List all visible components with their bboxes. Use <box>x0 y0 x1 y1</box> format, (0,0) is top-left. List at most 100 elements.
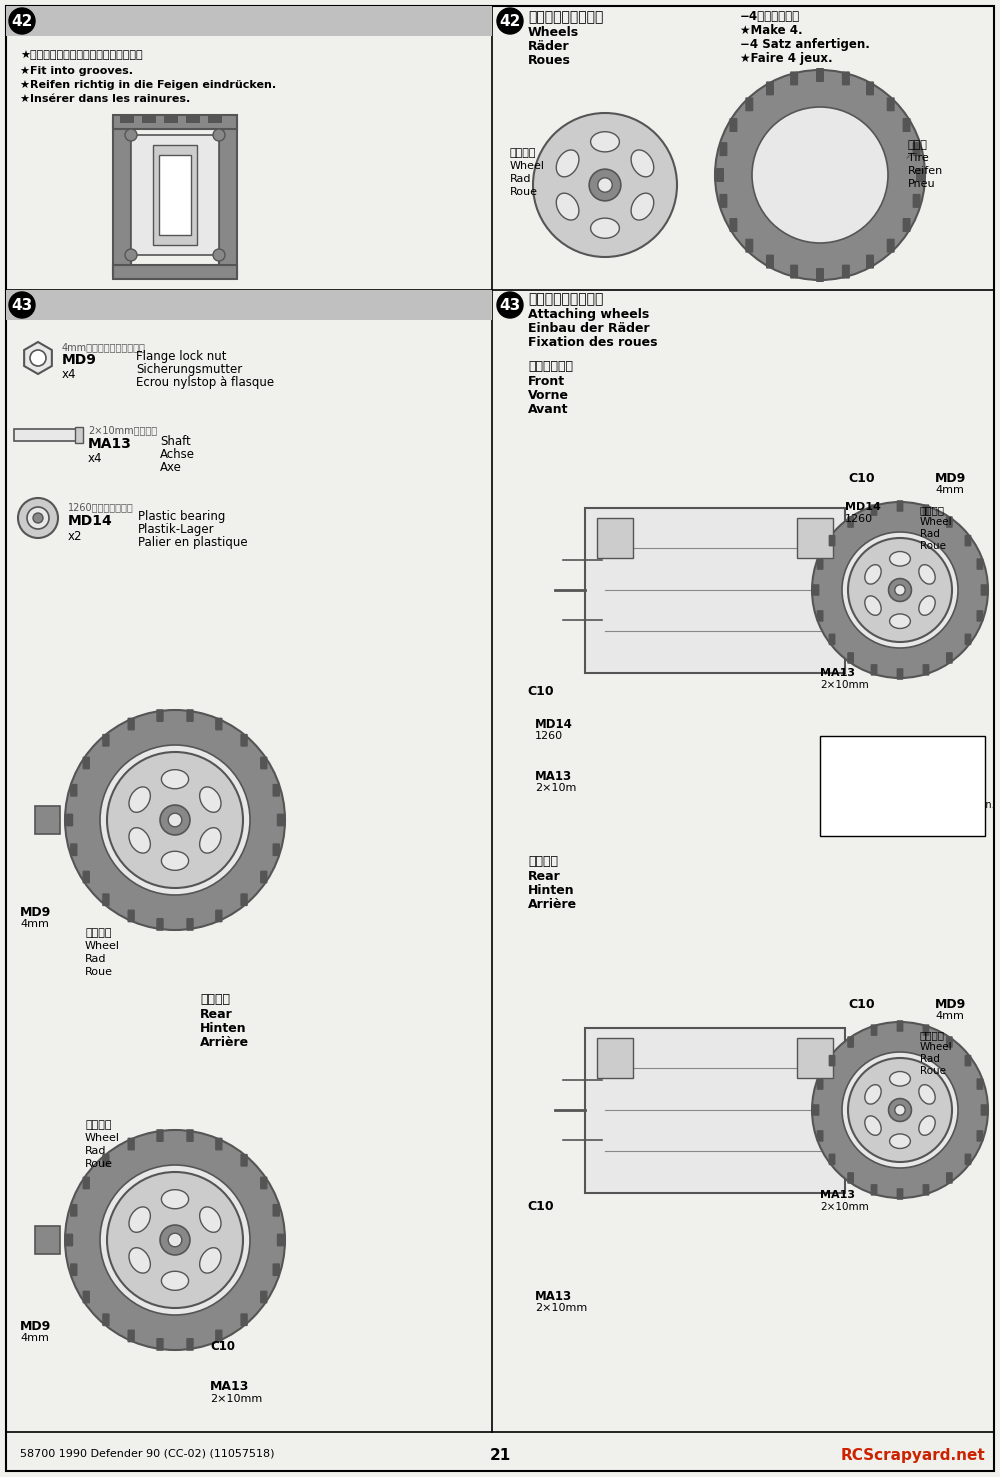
Text: 4mm: 4mm <box>20 919 49 929</box>
Text: 《リヤ》: 《リヤ》 <box>200 993 230 1006</box>
Text: ホイールの組み立て: ホイールの組み立て <box>528 10 603 24</box>
Text: Reifen: Reifen <box>908 165 943 176</box>
Text: ★Serrer jusqu'à la bague en nylon.: ★Serrer jusqu'à la bague en nylon. <box>824 801 995 811</box>
Text: MD9: MD9 <box>62 353 97 366</box>
Bar <box>120 115 134 123</box>
FancyBboxPatch shape <box>102 894 110 905</box>
Bar <box>35 806 60 835</box>
Bar <box>113 115 237 128</box>
Text: 1260プラベアリング: 1260プラベアリング <box>68 502 134 513</box>
Text: MA13: MA13 <box>210 1380 249 1393</box>
FancyBboxPatch shape <box>871 665 877 675</box>
FancyBboxPatch shape <box>847 653 854 663</box>
Ellipse shape <box>161 1272 189 1291</box>
FancyBboxPatch shape <box>903 118 911 131</box>
Bar <box>153 145 197 245</box>
FancyBboxPatch shape <box>70 1263 77 1276</box>
Text: MD9: MD9 <box>20 905 51 919</box>
Text: Roues: Roues <box>528 55 571 66</box>
Text: 2×10mm: 2×10mm <box>210 1394 262 1405</box>
Text: ★Make 4.: ★Make 4. <box>740 24 803 37</box>
Text: RCScrapyard.net: RCScrapyard.net <box>840 1447 985 1464</box>
FancyBboxPatch shape <box>897 1188 903 1199</box>
Bar <box>6 289 492 321</box>
Text: Wheels: Wheels <box>528 27 579 38</box>
FancyBboxPatch shape <box>871 1025 877 1035</box>
Circle shape <box>107 752 243 888</box>
Ellipse shape <box>591 219 619 238</box>
Circle shape <box>100 744 250 895</box>
FancyBboxPatch shape <box>719 193 727 208</box>
FancyBboxPatch shape <box>871 1185 877 1196</box>
Text: Hinten: Hinten <box>528 885 575 897</box>
Text: Axe: Axe <box>160 461 182 474</box>
FancyBboxPatch shape <box>813 585 819 595</box>
FancyBboxPatch shape <box>186 1338 194 1351</box>
Text: 《フロント》: 《フロント》 <box>528 360 573 374</box>
Ellipse shape <box>556 193 579 220</box>
Ellipse shape <box>161 851 189 870</box>
Circle shape <box>33 513 43 523</box>
Text: C10: C10 <box>848 473 875 484</box>
FancyBboxPatch shape <box>965 1055 971 1066</box>
Ellipse shape <box>161 770 189 789</box>
FancyBboxPatch shape <box>127 1329 135 1343</box>
Circle shape <box>598 177 612 192</box>
Circle shape <box>589 170 621 201</box>
Text: ホイール: ホイール <box>85 1120 112 1130</box>
FancyBboxPatch shape <box>965 1154 971 1165</box>
FancyBboxPatch shape <box>946 1037 953 1047</box>
Bar <box>585 1028 845 1193</box>
FancyBboxPatch shape <box>745 239 753 253</box>
Text: Rear: Rear <box>200 1007 233 1021</box>
FancyBboxPatch shape <box>260 1291 267 1303</box>
Text: x4: x4 <box>88 452 103 465</box>
Text: Wheel: Wheel <box>85 941 120 951</box>
FancyBboxPatch shape <box>215 1329 223 1343</box>
Text: ホイール: ホイール <box>920 505 945 515</box>
Ellipse shape <box>129 787 150 812</box>
FancyBboxPatch shape <box>813 1105 819 1115</box>
FancyBboxPatch shape <box>842 71 850 86</box>
FancyBboxPatch shape <box>716 168 724 182</box>
FancyBboxPatch shape <box>70 784 77 796</box>
FancyBboxPatch shape <box>83 1291 90 1303</box>
FancyBboxPatch shape <box>976 1130 983 1142</box>
FancyBboxPatch shape <box>923 665 929 675</box>
FancyBboxPatch shape <box>829 634 835 645</box>
Circle shape <box>812 1022 988 1198</box>
FancyBboxPatch shape <box>766 254 774 269</box>
FancyBboxPatch shape <box>946 653 953 663</box>
Circle shape <box>65 710 285 931</box>
FancyBboxPatch shape <box>866 81 874 96</box>
Text: MD9: MD9 <box>935 473 966 484</box>
FancyBboxPatch shape <box>186 919 194 931</box>
Text: 4mm: 4mm <box>20 1334 49 1343</box>
Text: Sicherungsmutter: Sicherungsmutter <box>136 363 242 377</box>
Bar <box>797 518 833 558</box>
Circle shape <box>9 292 35 318</box>
Circle shape <box>842 532 958 648</box>
Text: MD14: MD14 <box>845 502 881 513</box>
Text: Fixation des roues: Fixation des roues <box>528 335 658 349</box>
Text: C10: C10 <box>527 1199 554 1213</box>
Text: ★Fit into grooves.: ★Fit into grooves. <box>20 66 133 75</box>
Circle shape <box>168 814 182 827</box>
Text: 4mm: 4mm <box>935 484 964 495</box>
FancyBboxPatch shape <box>817 610 824 622</box>
Text: Einbau der Räder: Einbau der Räder <box>528 322 650 335</box>
Text: 2×10m: 2×10m <box>535 783 576 793</box>
Circle shape <box>9 7 35 34</box>
Circle shape <box>65 1130 285 1350</box>
FancyBboxPatch shape <box>215 1137 223 1151</box>
FancyBboxPatch shape <box>816 68 824 83</box>
Circle shape <box>27 507 49 529</box>
FancyBboxPatch shape <box>186 709 194 722</box>
Text: MD9: MD9 <box>20 1320 51 1334</box>
FancyBboxPatch shape <box>102 1313 110 1326</box>
FancyBboxPatch shape <box>766 81 774 96</box>
Ellipse shape <box>919 1084 935 1105</box>
Text: 4mm: 4mm <box>935 1010 964 1021</box>
Ellipse shape <box>890 614 910 629</box>
FancyBboxPatch shape <box>729 219 737 232</box>
